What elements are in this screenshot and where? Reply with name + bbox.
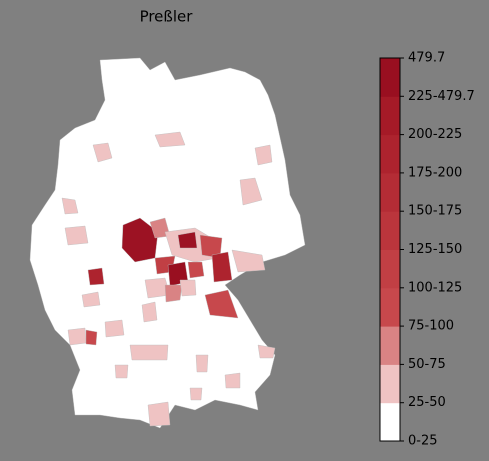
colorbar-segment <box>380 211 400 250</box>
colorbar-segment <box>380 172 400 212</box>
colorbar-label: 200-225 <box>408 127 462 142</box>
colorbar-segment <box>380 96 400 136</box>
colorbar-label: 479.7 <box>408 51 445 66</box>
colorbar-label: 175-200 <box>408 165 462 180</box>
colorbar-label: 225-479.7 <box>408 89 475 104</box>
map-title: Preßler <box>140 8 194 26</box>
colorbar-segment <box>380 326 400 365</box>
colorbar-segment <box>380 58 400 97</box>
colorbar-label: 125-150 <box>408 242 462 257</box>
colorbar-segment <box>380 402 400 442</box>
colorbar-label: 25-50 <box>408 395 446 410</box>
colorbar: 0-25 25-50 50-75 75-100 100-125 125-150 150-17… <box>379 51 475 449</box>
germany-map <box>29 57 306 429</box>
colorbar-label: 100-125 <box>408 280 462 295</box>
colorbar-segment <box>380 249 400 289</box>
colorbar-label: 75-100 <box>408 319 454 334</box>
colorbar-label: 50-75 <box>408 357 446 372</box>
colorbar-segment <box>380 287 400 327</box>
colorbar-segment <box>380 364 400 404</box>
colorbar-label: 0-25 <box>408 434 438 449</box>
colorbar-label: 150-175 <box>408 204 462 219</box>
colorbar-segment <box>380 134 400 174</box>
